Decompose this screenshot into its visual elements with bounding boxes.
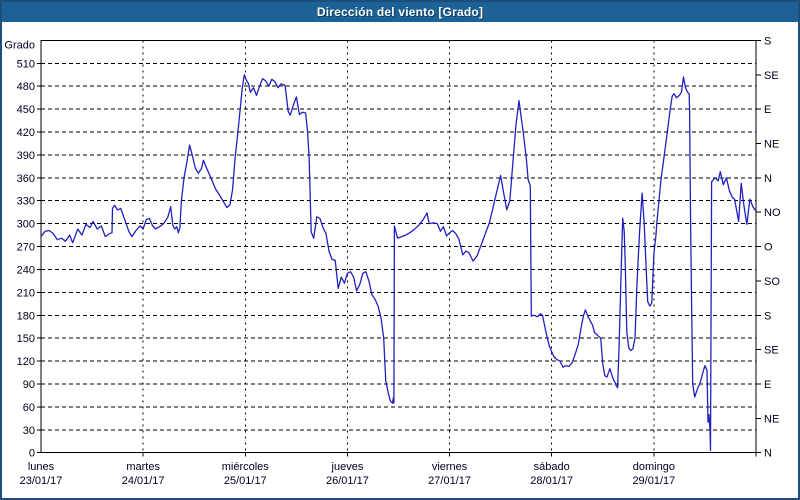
y-right-compass-label: E — [764, 104, 771, 116]
x-axis-day-date: 28/01/17 — [530, 475, 573, 487]
y-left-tick-label: 240 — [17, 264, 35, 276]
y-axis-left-title: Grado — [4, 39, 35, 51]
axis-ticks — [37, 40, 761, 456]
chart-window: Dirección del viento [Grado] 0 30 60 90 120 1… — [0, 0, 800, 500]
x-axis-day-name: martes — [126, 461, 160, 473]
y-right-compass-label: SE — [764, 70, 779, 82]
x-axis-day-name: sábado — [534, 461, 570, 473]
y-left-tick-label: 60 — [23, 402, 35, 414]
y-right-compass-label: S — [764, 35, 771, 47]
y-left-tick-label: 420 — [17, 127, 35, 139]
chart-area: 0 30 60 90 120 150 180 210 240 270 300 330 360 390 420… — [2, 22, 798, 498]
chart-title-bar: Dirección del viento [Grado] — [2, 2, 798, 22]
y-left-tick-label: 150 — [17, 333, 35, 345]
chart-title: Dirección del viento [Grado] — [317, 5, 483, 19]
y-left-tick-label: 30 — [23, 425, 35, 437]
y-left-tick-label: 360 — [17, 173, 35, 185]
y-right-compass-label: NE — [764, 138, 779, 150]
wind-direction-series-line — [41, 75, 755, 451]
x-axis-day-name: viernes — [432, 461, 468, 473]
y-right-compass-label: SE — [764, 345, 779, 357]
gridlines — [41, 40, 756, 452]
x-axis-day-name: miércoles — [222, 461, 270, 473]
x-axis-day-date: 26/01/17 — [326, 475, 369, 487]
y-left-tick-label: 210 — [17, 287, 35, 299]
y-right-compass-label: SO — [764, 276, 780, 288]
y-left-tick-label: 480 — [17, 81, 35, 93]
y-right-compass-label: E — [764, 379, 771, 391]
x-axis-day-name: lunes — [28, 461, 55, 473]
y-right-compass-label: S — [764, 310, 771, 322]
y-right-compass-label: N — [764, 448, 772, 460]
x-axis-day-date: 27/01/17 — [428, 475, 471, 487]
wind-direction-line-chart: 0 30 60 90 120 150 180 210 240 270 300 330 360 390 420… — [2, 22, 798, 498]
x-axis-day-date: 24/01/17 — [122, 475, 165, 487]
y-left-tick-label: 180 — [17, 310, 35, 322]
x-axis-day-date: 29/01/17 — [632, 475, 675, 487]
y-left-tick-label: 330 — [17, 196, 35, 208]
y-left-tick-label: 120 — [17, 356, 35, 368]
y-left-tick-label: 390 — [17, 150, 35, 162]
x-axis-day-name: domingo — [633, 461, 675, 473]
y-right-compass-label: NO — [764, 207, 781, 219]
y-axis-left-labels: 0 30 60 90 120 150 180 210 240 270 300 330 360 390 420… — [17, 58, 35, 459]
y-right-compass-label: NE — [764, 413, 779, 425]
y-axis-right-labels: N NE E SE S SO O NO N NE E SE S — [764, 35, 781, 459]
y-left-tick-label: 450 — [17, 104, 35, 116]
x-axis-day-labels: lunes 23/01/17 martes 24/01/17 miércoles 25/0… — [20, 461, 676, 487]
y-left-tick-label: 90 — [23, 379, 35, 391]
y-left-tick-label: 510 — [17, 58, 35, 70]
y-left-tick-label: 270 — [17, 242, 35, 254]
y-left-tick-label: 300 — [17, 219, 35, 231]
y-right-compass-label: O — [764, 242, 773, 254]
y-left-tick-label: 0 — [29, 448, 35, 460]
x-axis-day-date: 25/01/17 — [224, 475, 267, 487]
x-axis-day-name: jueves — [331, 461, 364, 473]
x-axis-day-date: 23/01/17 — [20, 475, 63, 487]
y-right-compass-label: N — [764, 173, 772, 185]
